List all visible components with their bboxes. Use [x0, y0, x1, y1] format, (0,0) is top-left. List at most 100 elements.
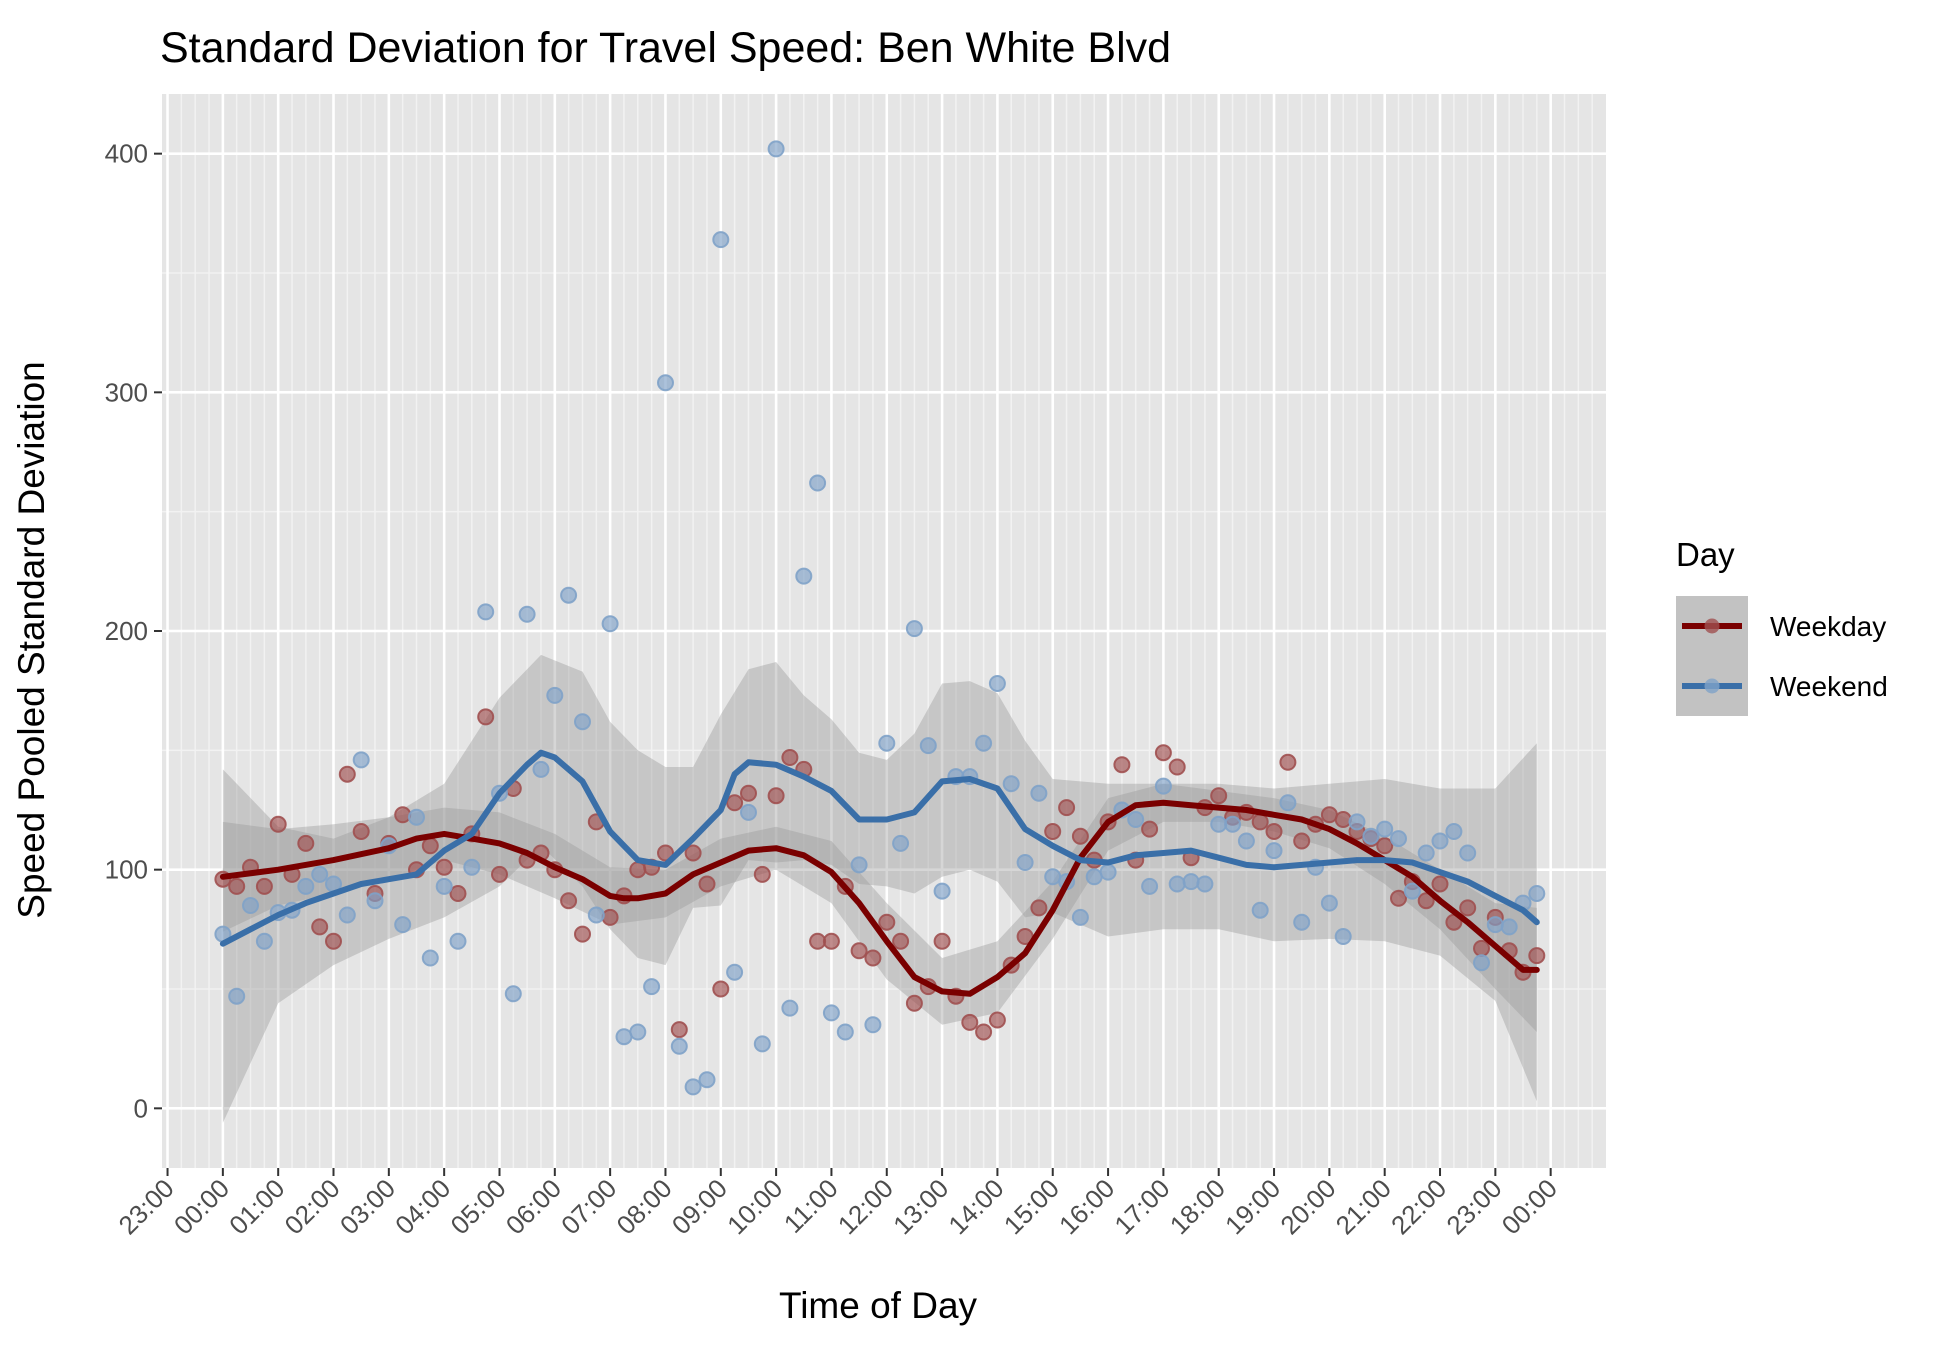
data-point-weekday: [822, 932, 840, 950]
data-point-weekday: [850, 942, 868, 960]
data-point-weekday: [657, 844, 674, 862]
x-tick-label: 04:00: [389, 1173, 456, 1240]
data-point-weekday: [726, 794, 744, 812]
data-point-weekend: [449, 932, 467, 950]
data-point-weekend: [366, 892, 384, 910]
data-point-weekday: [905, 994, 923, 1012]
data-point-weekend: [767, 140, 785, 158]
x-tick-label: 13:00: [887, 1173, 954, 1240]
data-point-weekend: [601, 615, 619, 633]
data-point-weekday: [740, 784, 757, 802]
data-point-weekday: [1376, 837, 1394, 855]
data-point-weekend: [352, 751, 370, 769]
x-tick-label: 23:00: [113, 1173, 180, 1240]
data-point-weekend: [1085, 868, 1103, 886]
data-point-weekday: [1058, 799, 1076, 817]
data-point-weekday: [892, 932, 910, 950]
data-point-weekday: [1459, 899, 1477, 917]
data-point-weekend: [518, 605, 536, 623]
data-point-weekday: [394, 806, 412, 824]
data-point-weekday: [961, 1013, 979, 1031]
data-point-weekend: [864, 1016, 882, 1034]
data-point-weekday: [1417, 892, 1435, 910]
data-point-weekend: [1071, 908, 1089, 926]
data-point-weekend: [1362, 827, 1380, 845]
data-point-weekend: [574, 713, 591, 731]
data-point-weekend: [1403, 882, 1421, 900]
y-tick-label: 100: [105, 855, 148, 885]
data-point-weekday: [574, 925, 591, 943]
x-tick-label: 08:00: [610, 1173, 677, 1240]
data-point-weekday: [449, 885, 467, 902]
data-point-weekend: [836, 1023, 854, 1041]
data-point-weekend: [1002, 775, 1020, 793]
data-point-weekend: [1500, 918, 1518, 936]
data-point-weekend: [1486, 916, 1504, 934]
data-point-weekend: [753, 1035, 771, 1053]
data-point-weekday: [1390, 889, 1407, 907]
data-point-weekend: [297, 877, 315, 895]
x-tick-label: 10:00: [721, 1173, 788, 1240]
data-point-weekend: [1210, 815, 1228, 833]
data-point-weekend: [1237, 832, 1255, 850]
x-tick-label: 01:00: [223, 1173, 290, 1240]
data-point-weekend: [1279, 794, 1297, 812]
data-point-weekend: [919, 737, 937, 755]
data-point-weekend: [1528, 885, 1546, 902]
data-point-weekend: [504, 985, 522, 1003]
data-point-weekday: [601, 908, 619, 926]
data-point-weekend: [1390, 830, 1407, 848]
data-point-weekend: [435, 877, 453, 895]
data-point-weekday: [421, 837, 439, 855]
x-tick-label: 05:00: [444, 1173, 511, 1240]
data-point-weekday: [1044, 823, 1062, 840]
x-tick-label: 09:00: [666, 1173, 733, 1240]
data-point-weekend: [740, 803, 757, 821]
data-point-weekend: [657, 374, 674, 392]
data-point-weekday: [781, 749, 799, 766]
data-point-weekday: [269, 815, 287, 833]
data-point-weekday: [670, 1021, 688, 1039]
y-axis-title: Speed Pooled Standard Deviation: [11, 361, 52, 918]
x-tick-label: 22:00: [1385, 1173, 1452, 1240]
data-point-weekend: [1168, 875, 1186, 893]
chart-title: Standard Deviation for Travel Speed: Ben…: [160, 24, 1171, 72]
data-point-weekday: [1528, 947, 1546, 965]
x-tick-label: 15:00: [998, 1173, 1065, 1240]
legend: Day Weekday Weekend: [1676, 536, 1888, 716]
data-point-weekday: [1168, 758, 1186, 776]
data-point-weekend: [781, 999, 799, 1017]
data-point-weekend: [1431, 832, 1449, 850]
data-point-weekend: [1334, 928, 1352, 945]
data-point-weekday: [712, 980, 730, 998]
x-tick-label: 00:00: [168, 1173, 235, 1240]
data-point-weekday: [753, 865, 771, 883]
data-point-weekend: [532, 760, 550, 778]
data-point-weekday: [311, 918, 329, 936]
data-point-weekend: [1016, 854, 1034, 871]
smooth-lines: [219, 749, 1540, 997]
confidence-band-weekday: [222, 783, 1537, 1032]
data-point-weekday: [255, 877, 273, 895]
data-point-weekend: [1044, 868, 1062, 886]
data-point-weekday: [560, 892, 578, 910]
data-point-weekend: [1141, 877, 1159, 895]
data-point-weekend: [463, 858, 481, 876]
data-point-weekend: [712, 231, 730, 249]
data-point-weekend: [1196, 875, 1214, 893]
data-point-weekday: [1141, 820, 1159, 838]
data-point-weekday: [933, 932, 951, 950]
smooth-line-weekend: [219, 749, 1540, 947]
data-point-weekend: [1417, 844, 1435, 862]
x-tick-label: 12:00: [832, 1173, 899, 1240]
legend-label: Weekday: [1770, 611, 1886, 642]
data-point-weekday: [1473, 939, 1490, 957]
data-point-weekend: [878, 734, 896, 752]
x-tick-label: 06:00: [500, 1173, 567, 1240]
x-axis-title: Time of Day: [779, 1285, 978, 1326]
x-tick-label: 20:00: [1274, 1173, 1341, 1240]
data-point-weekend: [1265, 842, 1283, 860]
data-point-weekend: [1154, 777, 1172, 795]
